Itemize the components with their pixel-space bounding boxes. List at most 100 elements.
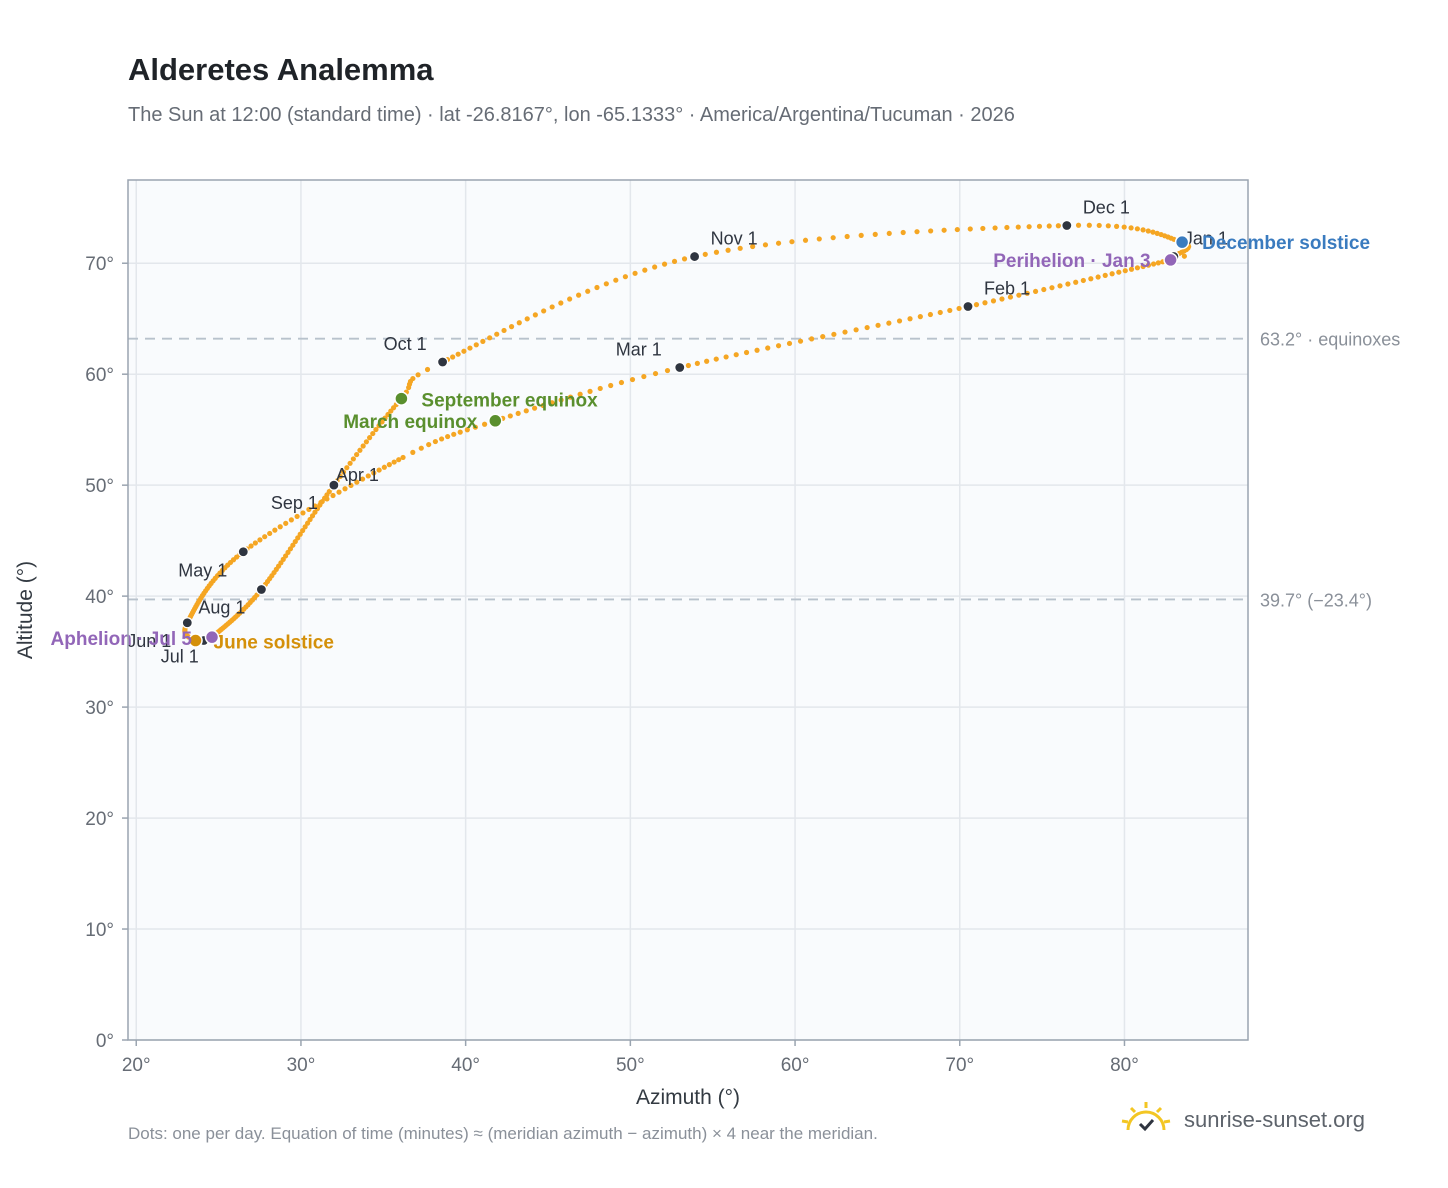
daily-sun-dot <box>956 305 962 312</box>
daily-sun-dot <box>1114 223 1120 229</box>
daily-sun-dot <box>487 335 493 341</box>
analemma-curve <box>182 222 1192 645</box>
daily-sun-dot <box>507 413 513 419</box>
daily-sun-dot <box>1075 222 1082 228</box>
daily-sun-dot <box>1086 222 1092 228</box>
daily-sun-dot <box>1128 225 1134 231</box>
y-axis-title: Altitude (°) <box>14 561 37 659</box>
daily-sun-dot <box>344 465 350 471</box>
daily-sun-dot <box>990 298 997 304</box>
event-marker-dot <box>188 633 203 648</box>
daily-sun-dot <box>1036 223 1043 229</box>
event-marker-dot <box>488 413 503 429</box>
daily-sun-dot <box>302 524 308 530</box>
plot-background <box>128 180 1248 1040</box>
reference-line-label: 63.2° · equinoxes <box>1260 330 1400 350</box>
event-marker-label: December solstice <box>1202 233 1370 254</box>
y-tick-label: 70° <box>85 254 114 275</box>
event-marker-dot <box>394 391 409 406</box>
daily-sun-dot <box>999 296 1005 302</box>
daily-sun-dot <box>743 349 750 356</box>
daily-sun-dot <box>481 421 488 427</box>
x-tick-label: 30° <box>287 1055 316 1076</box>
daily-sun-dot <box>354 451 360 458</box>
daily-sun-dot <box>967 226 973 232</box>
daily-sun-dot <box>875 322 881 328</box>
daily-sun-dot <box>1073 279 1079 285</box>
daily-sun-dot <box>306 506 312 513</box>
daily-sun-dot <box>1134 226 1140 232</box>
month-marker-dot <box>436 356 449 368</box>
daily-sun-dot <box>1150 261 1157 267</box>
y-tick-label: 30° <box>85 698 114 719</box>
daily-sun-dot <box>379 419 385 425</box>
daily-sun-dot <box>723 354 729 360</box>
daily-sun-dot <box>1122 268 1128 274</box>
daily-sun-dot <box>424 366 431 373</box>
daily-sun-dot <box>304 520 311 526</box>
daily-sun-dot <box>900 229 906 236</box>
daily-sun-dot <box>864 324 870 331</box>
daily-sun-dot <box>928 228 934 234</box>
daily-sun-dot <box>973 302 980 308</box>
daily-sun-dot <box>342 486 348 492</box>
daily-sun-dot <box>450 354 456 360</box>
daily-sun-dot <box>410 375 416 382</box>
daily-sun-dot <box>1026 224 1032 230</box>
daily-sun-dot <box>367 435 373 441</box>
daily-sun-dot <box>853 327 859 333</box>
daily-sun-dot <box>577 391 583 397</box>
daily-sun-dot <box>896 318 903 324</box>
daily-sun-dot <box>523 408 529 414</box>
y-tick-label: 40° <box>85 587 114 608</box>
x-tick-label: 50° <box>616 1055 645 1076</box>
daily-sun-dot <box>603 281 609 287</box>
sun-logo-icon <box>1120 1100 1172 1139</box>
x-tick-label: 60° <box>781 1055 810 1076</box>
daily-sun-dot <box>1140 227 1146 233</box>
daily-sun-dot <box>980 225 986 232</box>
brand[interactable]: sunrise-sunset.org <box>1120 1100 1365 1139</box>
x-tick-label: 70° <box>945 1055 974 1076</box>
daily-sun-dot <box>775 343 782 349</box>
month-marker-dot <box>328 479 340 491</box>
daily-sun-dot <box>830 235 836 241</box>
daily-sun-dot <box>410 449 416 456</box>
month-marker-label: Jan 1 <box>1184 229 1228 249</box>
daily-sun-dot <box>262 534 268 540</box>
daily-sun-dot <box>762 242 769 248</box>
daily-sun-dot <box>1016 292 1022 298</box>
daily-sun-dot <box>283 520 289 526</box>
brand-text[interactable]: sunrise-sunset.org <box>1184 1106 1365 1132</box>
daily-sun-dot <box>532 405 538 411</box>
daily-sun-dot <box>549 400 555 406</box>
month-marker-label: Dec 1 <box>1083 197 1130 217</box>
daily-sun-dot <box>1024 290 1030 296</box>
chart-title: Alderetes Analemma <box>128 52 434 87</box>
daily-sun-dot <box>294 513 300 520</box>
daily-sun-dot <box>382 415 388 421</box>
daily-sun-dot <box>858 232 864 238</box>
daily-sun-dot <box>451 431 457 437</box>
daily-sun-dot <box>1041 286 1047 293</box>
daily-sun-dot <box>917 314 923 320</box>
event-marker-dot <box>204 629 220 645</box>
daily-sun-dot <box>541 308 547 314</box>
y-tick-label: 10° <box>85 920 114 941</box>
daily-sun-dot <box>439 436 445 442</box>
daily-sun-dot <box>652 370 659 377</box>
daily-sun-dot <box>464 427 470 433</box>
event-marker-dot <box>1163 252 1178 268</box>
daily-sun-dot <box>558 397 564 403</box>
daily-sun-dot <box>567 394 574 400</box>
month-marker-dot <box>962 300 974 313</box>
daily-sun-dot <box>288 517 294 523</box>
daily-sun-dot <box>360 443 366 449</box>
daily-sun-dot <box>1140 263 1146 270</box>
event-marker-label: June solstice <box>214 633 334 654</box>
daily-sun-dot <box>277 524 283 530</box>
daily-sun-dot <box>363 439 369 445</box>
daily-sun-dot <box>1145 262 1152 268</box>
daily-sun-dot <box>765 345 771 351</box>
